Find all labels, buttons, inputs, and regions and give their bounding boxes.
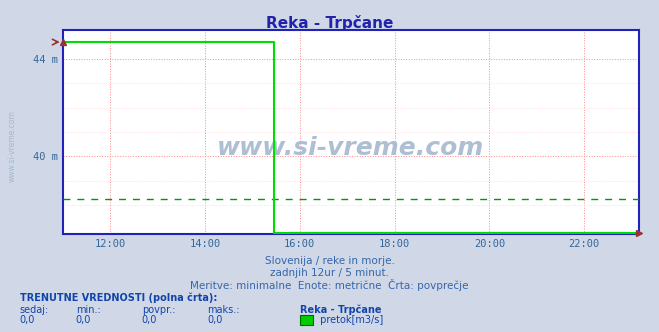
Text: maks.:: maks.: [208, 305, 240, 315]
Text: www.si-vreme.com: www.si-vreme.com [8, 110, 17, 182]
Text: TRENUTNE VREDNOSTI (polna črta):: TRENUTNE VREDNOSTI (polna črta): [20, 293, 217, 303]
Text: 0,0: 0,0 [208, 315, 223, 325]
Text: 0,0: 0,0 [20, 315, 35, 325]
Text: 0,0: 0,0 [76, 315, 91, 325]
Text: min.:: min.: [76, 305, 101, 315]
Text: www.si-vreme.com: www.si-vreme.com [217, 136, 484, 160]
Text: Reka - Trpčane: Reka - Trpčane [266, 15, 393, 31]
Text: zadnjih 12ur / 5 minut.: zadnjih 12ur / 5 minut. [270, 268, 389, 278]
Text: Slovenija / reke in morje.: Slovenija / reke in morje. [264, 256, 395, 266]
Text: Reka - Trpčane: Reka - Trpčane [300, 304, 382, 315]
Text: pretok[m3/s]: pretok[m3/s] [317, 315, 384, 325]
Text: sedaj:: sedaj: [20, 305, 49, 315]
Text: Meritve: minimalne  Enote: metrične  Črta: povprečje: Meritve: minimalne Enote: metrične Črta:… [190, 279, 469, 290]
Text: povpr.:: povpr.: [142, 305, 175, 315]
Text: 0,0: 0,0 [142, 315, 157, 325]
